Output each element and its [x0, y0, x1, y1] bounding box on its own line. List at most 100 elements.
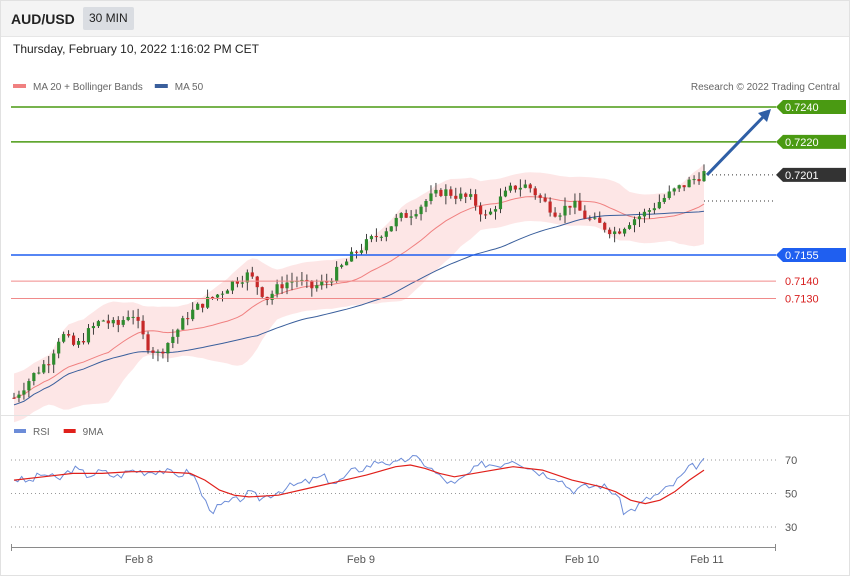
candle-body [702, 171, 706, 182]
candle [91, 322, 96, 335]
candle-body [220, 293, 225, 295]
candle [47, 356, 51, 374]
candle [538, 193, 542, 203]
candle [498, 188, 503, 214]
candle-body [141, 320, 145, 335]
candle [459, 187, 463, 202]
candle [12, 392, 16, 399]
candle-body [469, 194, 473, 197]
candle [464, 192, 468, 204]
candle [235, 277, 239, 288]
candle [483, 209, 488, 219]
ma50-line [13, 210, 705, 406]
candle-body [513, 185, 517, 190]
candle [310, 280, 314, 297]
candle-body [47, 364, 51, 366]
candle-body [151, 350, 155, 353]
candle [384, 227, 388, 242]
candle-body [404, 213, 408, 218]
candle-body [498, 196, 503, 210]
candle-body [330, 281, 334, 283]
candle-body [503, 190, 508, 197]
candle [593, 212, 597, 220]
candle [280, 276, 284, 295]
candle-body [627, 225, 632, 229]
candle-body [677, 185, 681, 189]
x-axis: Feb 8 Feb 9 Feb 10 Feb 11 [11, 544, 776, 566]
candle-body [439, 189, 443, 196]
level-label-0.7130: 0.7130 [785, 294, 819, 306]
level-tag-0.7155: 0.7155 [776, 248, 846, 262]
candle [340, 263, 344, 269]
candle [344, 258, 349, 266]
candle-body [578, 200, 582, 211]
candle [543, 193, 547, 203]
candle-body [205, 296, 210, 308]
candle-body [464, 193, 468, 197]
candle-body [394, 217, 398, 227]
candle-body [136, 316, 140, 321]
candle-body [126, 316, 130, 321]
candle [573, 193, 577, 215]
level-tag-0.7240: 0.7240 [776, 100, 846, 114]
candle [335, 261, 339, 283]
candle [429, 185, 433, 205]
candle-body [101, 320, 105, 322]
candle-body [320, 281, 324, 286]
candle [687, 176, 691, 188]
legend-label: MA 50 [175, 82, 204, 93]
candle-body [553, 212, 557, 217]
candle [404, 209, 408, 219]
candle-body [454, 195, 458, 199]
candle [449, 186, 453, 199]
candle-body [598, 217, 602, 223]
candle [181, 315, 185, 330]
candle-body [116, 319, 120, 325]
x-tick-label: Feb 9 [347, 554, 375, 566]
candle [121, 316, 125, 328]
candle [215, 294, 220, 301]
candle-body [558, 215, 562, 217]
candle-body [409, 216, 413, 218]
candle-body [369, 236, 374, 240]
candle-body [697, 179, 701, 182]
candle-body [196, 303, 200, 310]
candle-body [17, 394, 21, 398]
candle-body [305, 279, 309, 281]
candle-body [225, 290, 230, 294]
candle-body [374, 236, 378, 238]
candle-body [523, 184, 527, 188]
candle-body [335, 266, 339, 282]
candle [697, 172, 701, 185]
rsi-legend-swatch [14, 429, 26, 433]
candle [57, 338, 61, 359]
candle-body [325, 281, 329, 283]
level-tag-shape [776, 134, 846, 149]
candle [270, 290, 274, 305]
candle [96, 319, 100, 329]
x-tick-label: Feb 10 [565, 554, 599, 566]
candle [300, 271, 304, 286]
candle [632, 216, 637, 233]
candle-body [588, 218, 592, 220]
candle [583, 205, 587, 220]
candle-body [533, 188, 537, 196]
ma20-line [13, 196, 705, 399]
legend-item: MA 20 + Bollinger Bands [13, 82, 143, 93]
candle-body [230, 281, 235, 291]
candle-body [543, 197, 547, 202]
level-label-0.7220: 0.7220 [785, 137, 819, 149]
candle-body [608, 229, 612, 235]
candle-body [622, 228, 627, 234]
x-tick-label: Feb 11 [690, 554, 723, 566]
candle [528, 183, 532, 193]
candle [603, 221, 607, 233]
timeframe-button[interactable]: 30 MIN [83, 7, 134, 30]
candle-body [672, 188, 676, 192]
candle [76, 337, 81, 348]
candle [285, 274, 289, 295]
candle-body [424, 201, 428, 207]
candle [493, 205, 498, 220]
candle-body [573, 200, 577, 208]
